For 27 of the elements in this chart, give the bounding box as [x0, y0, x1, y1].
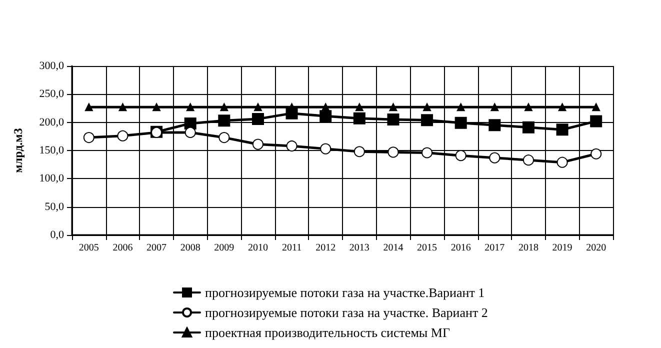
y-axis-title: млрд.м3 [11, 128, 25, 173]
y-tick-label: 100,0 [39, 172, 64, 185]
x-tick-label: 2009 [214, 242, 234, 254]
x-tick-label: 2010 [248, 242, 268, 254]
x-tick-label: 2014 [383, 242, 404, 254]
x-tick-label: 2013 [349, 242, 370, 254]
legend-label: проектная производительность системы МГ [205, 325, 450, 340]
legend-label: прогнозируемые потоки газа на участке.Вариант 1 [205, 285, 485, 300]
x-tick-label: 2005 [78, 242, 99, 254]
legend-label: прогнозируемые потоки газа на участке. Вариант 2 [205, 305, 488, 320]
x-tick-label: 2020 [586, 242, 606, 254]
y-tick-label: 250,0 [39, 88, 64, 100]
x-tick-label: 2018 [518, 242, 538, 254]
y-tick-label: 300,0 [39, 60, 64, 72]
y-tick-label: 50,0 [44, 200, 64, 213]
x-tick-label: 2007 [146, 242, 167, 254]
x-tick-label: 2017 [484, 242, 505, 254]
x-tick-label: 2015 [417, 242, 438, 254]
x-tick-label: 2019 [552, 242, 572, 254]
y-tick-label: 200,0 [39, 116, 64, 128]
x-tick-label: 2016 [450, 242, 471, 254]
y-tick-label: 150,0 [39, 144, 64, 156]
y-tick-label: 0,0 [50, 229, 64, 241]
x-tick-label: 2012 [316, 242, 336, 254]
x-tick-label: 2008 [180, 242, 200, 254]
x-tick-label: 2011 [282, 242, 302, 254]
x-tick-label: 2006 [112, 242, 133, 254]
